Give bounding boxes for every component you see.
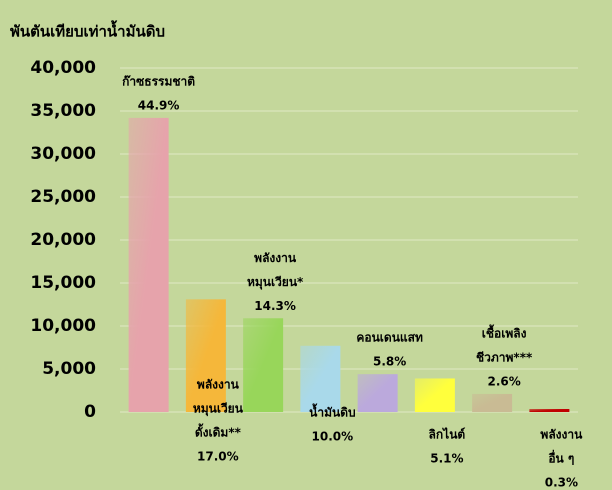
percent-label: 44.9% xyxy=(138,98,180,112)
y-tick-label: 15,000 xyxy=(30,273,96,293)
bar xyxy=(357,374,398,412)
percent-label: 10.0% xyxy=(312,430,354,444)
y-tick-label: 40,000 xyxy=(30,58,96,78)
bar xyxy=(472,393,513,412)
category-label: พลังงาน xyxy=(540,428,583,442)
y-tick-label: 0 xyxy=(84,402,96,422)
category-label: คอนเดนแสท xyxy=(356,331,423,345)
category-label: ชีวภาพ*** xyxy=(476,350,533,364)
bar xyxy=(529,408,570,412)
category-label: ดั้งเดิม** xyxy=(195,423,242,440)
bar xyxy=(185,299,226,412)
percent-label: 5.8% xyxy=(373,355,406,369)
y-tick-label: 30,000 xyxy=(30,144,96,164)
bar xyxy=(414,378,455,412)
y-axis-label: พันตันเทียบเท่าน้ำมันดิบ xyxy=(10,20,165,41)
category-label: หมุนเวียน* xyxy=(247,275,304,290)
category-label: หมุนเวียน xyxy=(193,402,244,417)
bar xyxy=(300,345,341,412)
category-label: ก๊าซธรรมชาติ xyxy=(122,74,195,88)
category-label: พลังงาน xyxy=(254,251,297,265)
category-label: ลิกไนต์ xyxy=(429,427,466,442)
percent-label: 2.6% xyxy=(487,374,520,388)
y-tick-label: 5,000 xyxy=(42,359,96,379)
category-label: พลังงาน xyxy=(197,378,240,392)
percent-label: 17.0% xyxy=(197,450,239,464)
bar xyxy=(128,117,169,412)
category-label: เชื้อเพลิง xyxy=(482,323,527,340)
y-tick-label: 10,000 xyxy=(30,316,96,336)
category-label: อื่น ๆ xyxy=(548,450,574,466)
percent-label: 0.3% xyxy=(545,476,578,490)
y-tick-label: 20,000 xyxy=(30,230,96,250)
y-tick-label: 35,000 xyxy=(30,101,96,121)
category-label: น้ำมันดิบ xyxy=(309,403,355,420)
y-tick-label: 25,000 xyxy=(30,187,96,207)
percent-label: 14.3% xyxy=(254,299,296,313)
bar xyxy=(243,318,284,412)
percent-label: 5.1% xyxy=(430,452,463,466)
